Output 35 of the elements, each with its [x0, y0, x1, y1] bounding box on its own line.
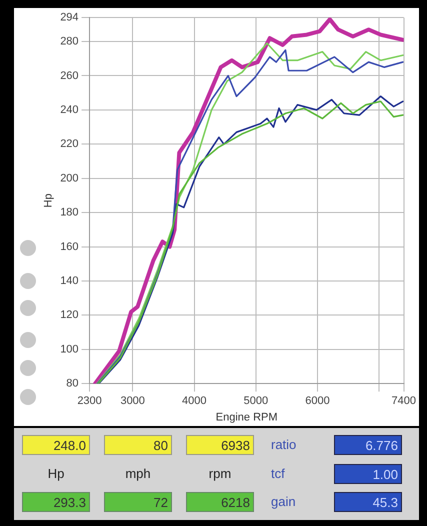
text: rpm: [208, 464, 232, 483]
y-tick-label: 294: [60, 12, 79, 24]
x-tick-label: 3000: [120, 395, 145, 408]
y-tick-label: 220: [60, 138, 79, 150]
text: tcf: [270, 464, 286, 483]
x-tick-label: 7400: [392, 395, 416, 408]
y-tick-label: 160: [60, 240, 79, 253]
text: Hp: [46, 464, 66, 483]
text: 45.3: [334, 492, 402, 512]
text: 1.00: [334, 464, 402, 484]
y-tick-label: 180: [60, 206, 79, 219]
text: gain: [270, 493, 297, 512]
text: mph: [124, 464, 152, 483]
text: 72: [104, 492, 172, 512]
y-tick-label: 260: [60, 70, 79, 82]
y-tick-label: 100: [60, 343, 79, 356]
x-tick-label: 5000: [244, 395, 268, 408]
x-tick-label: 2300: [77, 395, 102, 408]
y-tick-label: 280: [60, 36, 79, 48]
y-tick-label: 80: [66, 378, 79, 390]
text: 80: [104, 435, 172, 455]
text: 293.3: [22, 492, 90, 512]
y-axis-title: Hp: [42, 194, 55, 208]
text: 6.776: [334, 435, 402, 455]
text: ratio: [270, 436, 298, 454]
x-tick-label: 6000: [305, 395, 330, 408]
y-tick-label: 140: [60, 275, 79, 288]
x-axis-title: Engine RPM: [216, 411, 278, 424]
x-tick-label: 4000: [182, 395, 207, 408]
text: 248.0: [22, 435, 90, 455]
y-tick-label: 120: [60, 309, 79, 322]
y-tick-label: 240: [60, 104, 79, 116]
text: 6938: [186, 435, 254, 455]
text: 6218: [186, 492, 254, 512]
y-tick-label: 200: [60, 172, 79, 184]
